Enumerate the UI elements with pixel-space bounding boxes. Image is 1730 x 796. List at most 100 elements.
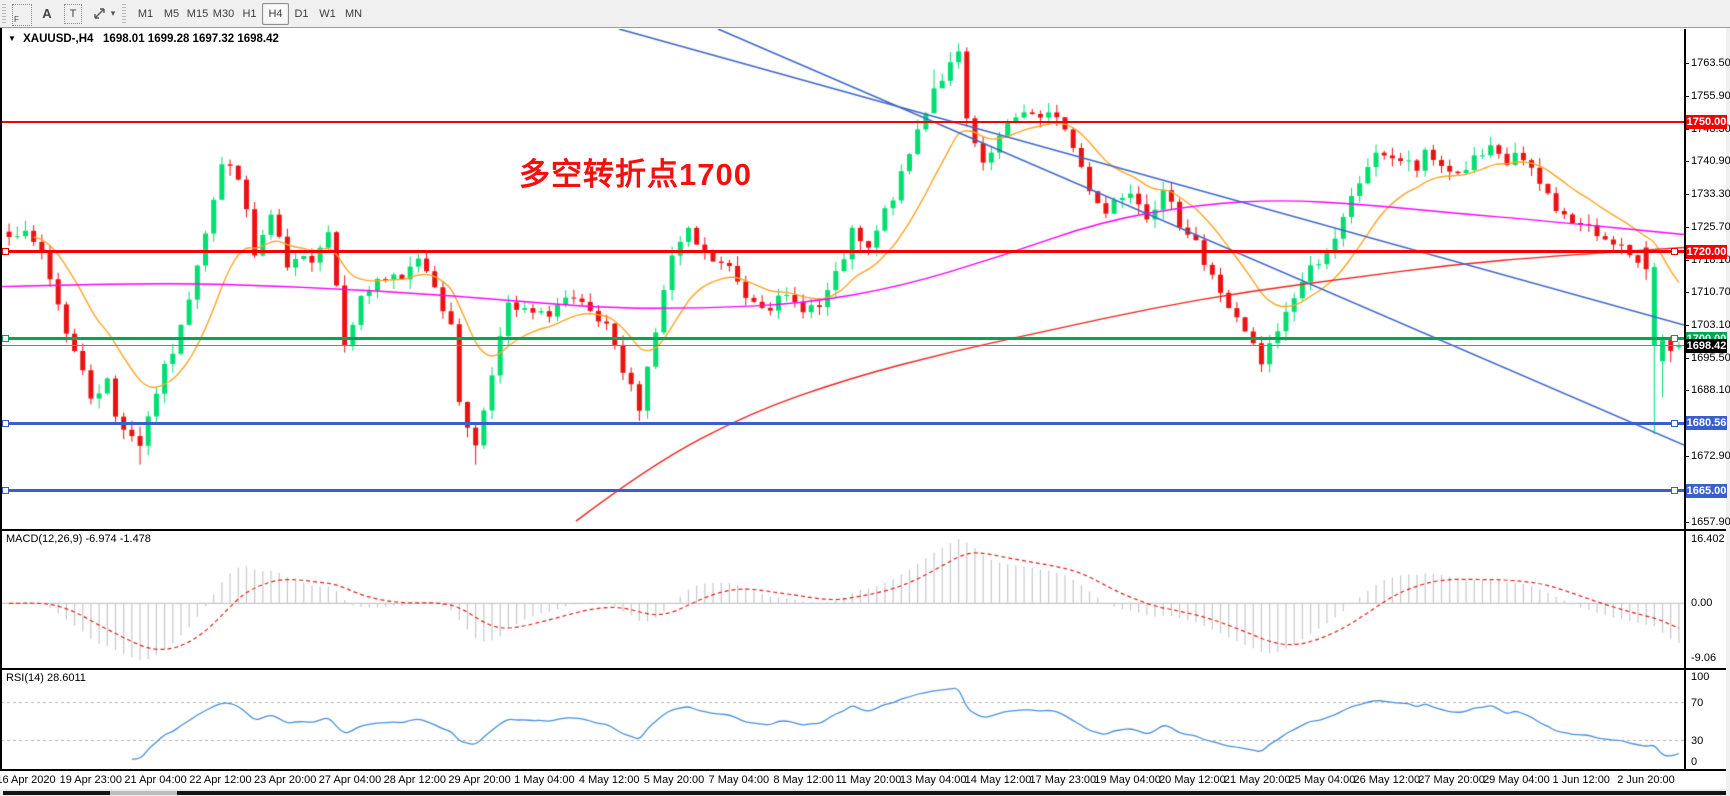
time-label: 25 May 04:00	[1288, 774, 1356, 786]
scrollbar-thumb[interactable]	[110, 791, 177, 795]
ohlc-values: 1698.01 1699.28 1697.32 1698.42	[103, 33, 279, 45]
rsi-axis-70: 70	[1691, 696, 1704, 709]
price-badge-1720.00: 1720.00	[1686, 244, 1727, 259]
line-handle[interactable]	[1671, 335, 1678, 343]
time-label: 4 May 12:00	[578, 774, 640, 786]
hline-1700[interactable]	[2, 337, 1684, 341]
line-handle[interactable]	[1671, 419, 1678, 427]
collapse-triangle-icon[interactable]: ▼	[8, 34, 16, 43]
text-a-icon[interactable]: A	[42, 5, 52, 21]
price-tick-label: 1703.10	[1691, 319, 1730, 332]
symbol-period: XAUUSD-,H4	[23, 33, 94, 45]
timeframe-button-D1[interactable]: D1	[294, 8, 309, 20]
text-annotation[interactable]: 多空转折点1700	[519, 157, 752, 192]
time-label: 19 Apr 23:00	[59, 774, 122, 786]
time-label: 27 May 20:00	[1418, 774, 1485, 786]
timeframe-button-M15[interactable]: M15	[186, 8, 209, 20]
price-tick-label: 1710.70	[1691, 286, 1730, 299]
hline-1720[interactable]	[2, 250, 1684, 254]
main-price-chart[interactable]	[1, 29, 1684, 529]
chart-title: ▼ XAUUSD-,H4 1698.01 1699.28 1697.32 169…	[8, 33, 279, 45]
rsi-axis-30: 30	[1691, 734, 1704, 747]
macd-axis-bottom: -9.06	[1691, 652, 1717, 664]
rsi-panel[interactable]	[1, 670, 1684, 769]
time-label: 13 May 04:00	[899, 774, 967, 786]
price-tickmark	[1685, 390, 1689, 392]
time-label: 1 Jun 12:00	[1552, 774, 1610, 786]
price-badge-1750.00: 1750.00	[1686, 114, 1727, 129]
time-label: 14 May 12:00	[964, 774, 1032, 786]
hline-1698.42[interactable]	[2, 345, 1684, 347]
rsi-axis-100: 100	[1691, 671, 1710, 683]
time-label: 11 May 20:00	[835, 774, 902, 786]
dotted-box-f-icon[interactable]: F	[12, 4, 32, 26]
rsi-axis-0: 0	[1691, 756, 1698, 768]
time-label: 21 Apr 04:00	[124, 774, 187, 786]
timeframe-button-M5[interactable]: M5	[163, 8, 180, 20]
time-label: 2 Jun 20:00	[1617, 774, 1675, 786]
price-axis-border	[1684, 29, 1686, 770]
line-handle[interactable]	[1671, 248, 1678, 256]
chart-left-border	[0, 28, 2, 770]
toolbar: F A T ▾ M1 M5 M15 M30 H1 H4 D1 W1 MN	[0, 0, 1730, 28]
price-tickmark	[1685, 456, 1689, 458]
timeframe-button-M30[interactable]: M30	[212, 8, 235, 20]
text-box-t-icon[interactable]: T	[64, 4, 82, 24]
price-tick-label: 1755.90	[1691, 89, 1730, 102]
window-right-edge	[1726, 28, 1730, 796]
timeframe-button-W1[interactable]: W1	[319, 8, 336, 20]
line-handle[interactable]	[2, 487, 9, 495]
time-label: 29 May 04:00	[1483, 774, 1550, 786]
scrollbar-segment-2[interactable]	[177, 791, 1726, 795]
price-tickmark	[1685, 95, 1689, 97]
price-tick-label: 1740.90	[1691, 155, 1730, 168]
timeframe-button-MN[interactable]: MN	[344, 8, 363, 20]
time-label: 8 May 12:00	[773, 774, 834, 786]
price-tickmark	[1685, 521, 1689, 523]
macd-axis-zero: 0.00	[1691, 597, 1713, 610]
time-label: 28 Apr 12:00	[383, 774, 446, 786]
panel-separator-3	[0, 769, 1730, 771]
price-badge-1665.00: 1665.00	[1686, 483, 1727, 498]
hline-1680.56[interactable]	[2, 421, 1684, 425]
price-tick-label: 1763.50	[1691, 57, 1730, 69]
timeframe-button-M1[interactable]: M1	[137, 8, 154, 20]
macd-panel[interactable]	[1, 531, 1684, 668]
line-handle[interactable]	[2, 419, 9, 427]
time-label: 26 May 12:00	[1353, 774, 1421, 786]
time-label: 1 May 04:00	[514, 774, 575, 786]
timeframe-button-H4[interactable]: H4	[262, 3, 289, 25]
price-tickmark	[1685, 358, 1689, 360]
toolbar-grip-2[interactable]	[122, 4, 126, 23]
time-label: 20 May 12:00	[1159, 774, 1226, 786]
scrollbar-segment[interactable]	[3, 791, 110, 795]
time-label: 27 Apr 04:00	[318, 774, 382, 786]
price-tickmark	[1685, 161, 1689, 163]
time-label: 17 May 23:00	[1029, 774, 1097, 786]
price-tickmark	[1685, 292, 1689, 294]
price-tick-label: 1733.30	[1691, 188, 1730, 201]
diagonal-arrows-icon[interactable]	[90, 4, 108, 22]
line-handle[interactable]	[2, 248, 9, 256]
line-handle[interactable]	[1671, 487, 1678, 495]
bottom-scrollbar[interactable]	[0, 789, 1730, 796]
price-tick-label: 1695.50	[1691, 352, 1730, 365]
panel-separator[interactable]	[0, 528, 1730, 531]
line-handle[interactable]	[2, 335, 9, 343]
time-label: 5 May 20:00	[643, 774, 705, 786]
price-tick-label: 1672.90	[1691, 450, 1730, 463]
time-label: 23 Apr 20:00	[253, 774, 317, 786]
hline-1665[interactable]	[2, 489, 1684, 493]
hline-1750[interactable]	[2, 120, 1684, 123]
toolbar-grip[interactable]	[2, 4, 6, 23]
dropdown-caret-icon[interactable]: ▾	[110, 7, 116, 18]
price-badge-1698.42: 1698.42	[1686, 338, 1727, 353]
macd-label: MACD(12,26,9) -6.974 -1.478	[6, 533, 151, 545]
timeframe-button-H1[interactable]: H1	[242, 8, 257, 20]
macd-axis-top: 16.402	[1691, 533, 1725, 545]
price-tickmark	[1685, 325, 1689, 327]
time-label: 16 Apr 2020	[0, 774, 56, 786]
time-label: 22 Apr 12:00	[189, 774, 252, 786]
panel-separator-2[interactable]	[0, 667, 1730, 670]
time-label: 21 May 20:00	[1223, 774, 1291, 786]
